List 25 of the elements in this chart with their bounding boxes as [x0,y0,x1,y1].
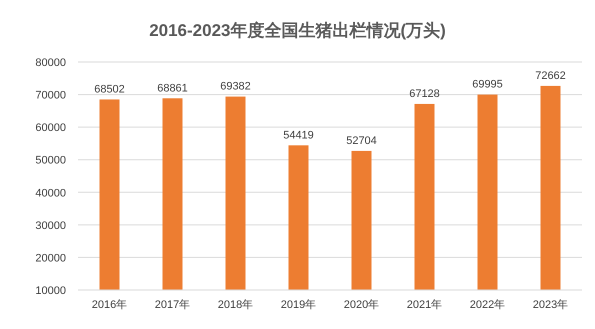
data-label: 67128 [409,88,440,100]
y-tick-label: 40000 [35,187,66,200]
x-tick-label: 2018年 [218,299,254,311]
x-tick-label: 2019年 [280,299,316,311]
data-label: 54419 [283,129,314,142]
data-label: 69382 [220,80,251,93]
data-label: 69995 [472,78,503,91]
x-tick-label: 2016年 [92,299,128,311]
x-tick-label: 2022年 [470,299,506,311]
x-tick-label: 2020年 [344,299,380,311]
y-tick-label: 20000 [35,252,66,264]
y-tick-label: 50000 [35,154,66,167]
chart-title: 2016-2023年度全国生猪出栏情况(万头) [149,21,446,40]
y-tick-label: 60000 [35,122,66,134]
y-tick-label: 70000 [35,90,66,102]
data-label: 72662 [535,70,566,82]
data-label: 68861 [157,82,188,94]
y-tick-label: 80000 [35,57,66,69]
y-tick-label: 30000 [35,220,66,232]
data-label: 68502 [94,83,125,96]
data-label: 52704 [346,134,377,147]
x-tick-label: 2017年 [154,299,190,311]
x-tick-label: 2023年 [532,299,568,311]
x-tick-label: 2021年 [406,299,442,311]
y-tick-label: 10000 [35,285,66,297]
